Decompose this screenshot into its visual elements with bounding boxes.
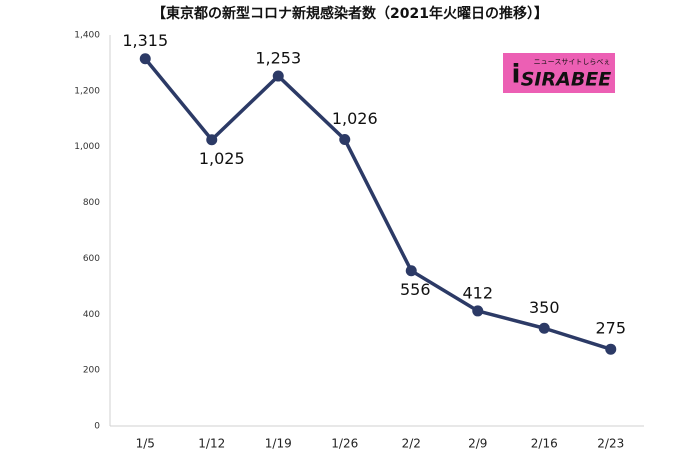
data-label: 556: [400, 280, 431, 299]
data-point: [139, 53, 151, 65]
y-tick-label: 0: [94, 422, 100, 432]
y-tick-label: 600: [83, 254, 100, 264]
y-tick-label: 800: [83, 198, 100, 208]
x-tick-label: 1/12: [198, 437, 225, 451]
y-tick-label: 1,400: [74, 31, 100, 41]
logo: ニュースサイトしらべぇ SIRABEE i: [503, 53, 615, 93]
x-tick-label: 2/2: [402, 437, 421, 451]
data-point: [472, 305, 484, 317]
x-tick-label: 1/26: [331, 437, 358, 451]
data-point: [538, 322, 550, 334]
x-tick-label: 2/9: [468, 437, 487, 451]
data-point: [605, 343, 617, 355]
data-point: [272, 70, 284, 82]
y-tick-label: 200: [83, 366, 100, 376]
x-tick-label: 2/16: [531, 437, 558, 451]
x-tick-label: 1/19: [265, 437, 292, 451]
data-point: [405, 265, 417, 277]
data-point: [339, 133, 351, 145]
data-point: [206, 134, 218, 146]
data-label: 275: [595, 319, 626, 338]
data-label: 412: [462, 283, 493, 302]
x-tick-label: 1/5: [136, 437, 155, 451]
data-label: 1,253: [255, 49, 301, 68]
y-tick-label: 1,200: [74, 86, 100, 96]
logo-tagline: ニュースサイトしらべぇ: [534, 58, 611, 66]
y-tick-label: 400: [83, 310, 100, 320]
logo-background: [503, 53, 615, 93]
data-label: 350: [529, 298, 560, 317]
line-series: [143, 57, 612, 351]
logo-icon: i: [512, 60, 521, 90]
data-label: 1,026: [332, 109, 378, 128]
y-tick-label: 1,000: [74, 142, 100, 152]
x-tick-label: 2/23: [597, 437, 624, 451]
chart-title: 【東京都の新型コロナ新規感染者数（2021年火曜日の推移）】: [152, 5, 548, 22]
logo-text: SIRABEE: [521, 69, 612, 91]
data-label: 1,025: [199, 149, 245, 168]
data-label: 1,315: [122, 31, 168, 50]
